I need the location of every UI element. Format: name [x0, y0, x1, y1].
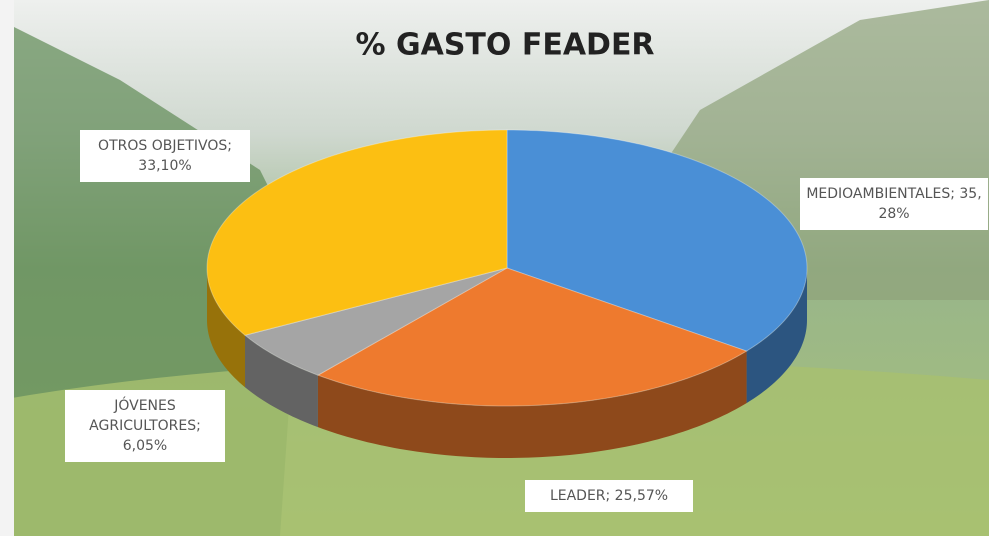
data-label: JÓVENES AGRICULTORES; 6,05% [65, 390, 225, 462]
slice [243, 267, 508, 376]
data-label: OTROS OBJETIVOS; 33,10% [80, 130, 250, 182]
slice-side [317, 351, 747, 458]
slice-side [207, 268, 246, 388]
slice [506, 129, 808, 352]
data-label: MEDIOAMBIENTALES; 35,28% [800, 178, 988, 230]
slice-side [245, 335, 318, 428]
pie [206, 129, 808, 458]
chart-title: % GASTO FEADER [355, 28, 654, 63]
slice [316, 267, 748, 407]
slice-side [746, 268, 807, 404]
edge [0, 0, 14, 536]
data-label: LEADER; 25,57% [525, 480, 693, 512]
slice [206, 129, 508, 336]
